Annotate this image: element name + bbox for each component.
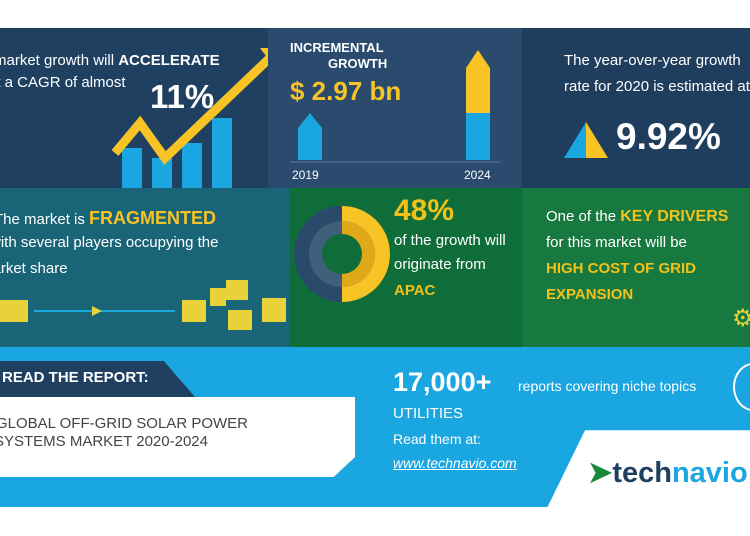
yoy-line1: The year-over-year growth <box>564 52 741 69</box>
category: UTILITIES <box>393 405 464 422</box>
triangle-up-icon <box>564 122 608 158</box>
report-title-card[interactable]: GLOBAL OFF-GRID SOLAR POWER SYSTEMS MARK… <box>0 397 355 477</box>
fragmented-panel: The market is FRAGMENTED with several pl… <box>0 188 290 347</box>
cagr-panel: market growth will ACCELERATE at a CAGR … <box>0 28 268 188</box>
drivers-panel: One of the KEY DRIVERS for this market w… <box>522 188 750 347</box>
read-report-label: READ THE REPORT: <box>0 361 195 397</box>
report-count: 17,000+ <box>393 367 492 397</box>
donut-chart-icon <box>294 206 390 302</box>
drivers-accent: KEY DRIVERS <box>620 208 729 225</box>
circle-icon <box>733 363 750 411</box>
incremental-title2: GROWTH <box>328 56 388 71</box>
driver-line2: EXPANSION <box>546 286 634 303</box>
apac-region: APAC <box>394 282 436 299</box>
driver-line1: HIGH COST OF GRID <box>546 260 696 277</box>
apac-line1: of the growth will <box>394 232 506 249</box>
incremental-bars <box>290 50 500 163</box>
bar-2024-base <box>466 113 490 160</box>
yoy-value: 9.92% <box>616 116 721 157</box>
year-end: 2024 <box>464 168 491 182</box>
report-title-line2: SYSTEMS MARKET 2020-2024 <box>0 433 208 450</box>
report-title-line1: GLOBAL OFF-GRID SOLAR POWER <box>0 415 248 432</box>
apac-panel: 48% of the growth will originate from AP… <box>290 188 522 347</box>
growth-chart-icon <box>111 48 268 188</box>
fragmented-line2: with several players occupying the <box>0 234 219 251</box>
fragmented-line1: The market is <box>0 211 85 228</box>
drivers-line2: for this market will be <box>546 234 687 251</box>
year-start: 2019 <box>292 168 319 182</box>
logo-mark-icon: ➤ <box>588 457 613 489</box>
cagr-line2: at a CAGR of almost <box>0 74 126 91</box>
report-count-text: reports covering niche topics <box>518 378 697 394</box>
yoy-line2: rate for 2020 is estimated at <box>564 78 750 95</box>
yoy-panel: The year-over-year growth rate for 2020 … <box>522 28 750 188</box>
technavio-logo[interactable]: ➤technavio <box>588 457 748 489</box>
buildings-icon <box>0 280 286 330</box>
gear-icon: ⚙ <box>732 305 750 332</box>
bar-2024-increment <box>466 50 490 113</box>
cagr-value: 11% <box>150 78 215 115</box>
bar-2019 <box>298 113 322 160</box>
fragmented-line3: market share <box>0 260 68 277</box>
incremental-value: $ 2.97 bn <box>290 76 402 106</box>
read-at: Read them at: <box>393 431 481 447</box>
incremental-growth-panel: INCREMENTAL GROWTH $ 2.97 bn 2019 2024 <box>268 28 522 188</box>
fragmented-accent: FRAGMENTED <box>89 208 217 228</box>
cagr-text: market growth will <box>0 52 115 69</box>
apac-line2: originate from <box>394 256 486 273</box>
apac-value: 48% <box>394 194 455 227</box>
cagr-accent: ACCELERATE <box>118 52 220 69</box>
website-link[interactable]: www.technavio.com <box>393 455 517 471</box>
drivers-line1: One of the <box>546 208 617 225</box>
incremental-title1: INCREMENTAL <box>290 40 384 55</box>
